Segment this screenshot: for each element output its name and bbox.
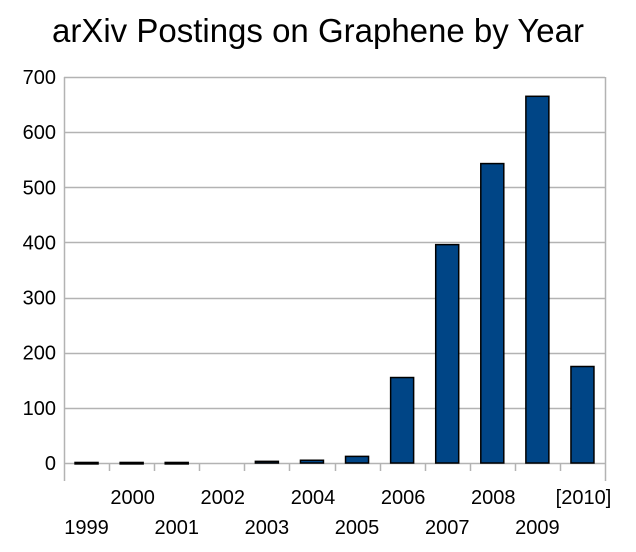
- y-axis-tick-labels: 0 100 200 300 400 500 600 700: [23, 67, 56, 475]
- bar-2006: [389, 376, 415, 464]
- y-tick-label-300: 300: [23, 288, 56, 310]
- bar-2000: [119, 461, 144, 465]
- y-tick-label-500: 500: [23, 177, 56, 199]
- bar-[2010]: [570, 365, 595, 464]
- y-tick-label-200: 200: [23, 343, 56, 365]
- x-tick-label-2008: 2008: [471, 487, 516, 509]
- bar-2007: [434, 243, 460, 464]
- y-tick-label-100: 100: [23, 398, 56, 420]
- bars: [74, 95, 595, 465]
- x-tick-label-2007: 2007: [425, 517, 470, 539]
- bar-1999: [74, 461, 99, 465]
- bar-2008: [480, 162, 505, 464]
- bar-2003: [254, 460, 280, 464]
- x-tick-label-2002: 2002: [201, 487, 246, 509]
- chart-title: arXiv Postings on Graphene by Year: [52, 12, 584, 49]
- gridlines: [64, 76, 605, 465]
- bar-2009: [525, 95, 550, 464]
- x-tick-label-2004: 2004: [291, 487, 336, 509]
- y-tick-label-0: 0: [45, 453, 56, 475]
- x-tick-label-[2010]: [2010]: [556, 487, 612, 509]
- bar-2004: [299, 459, 325, 464]
- x-tick-label-2000: 2000: [110, 487, 155, 509]
- x-tick-label-2001: 2001: [154, 517, 199, 539]
- bar-2001: [164, 461, 189, 465]
- x-tick-label-2005: 2005: [335, 517, 380, 539]
- y-tick-label-700: 700: [23, 67, 56, 89]
- x-tick-label-2003: 2003: [245, 517, 290, 539]
- y-tick-label-400: 400: [23, 232, 56, 254]
- x-tick-label-1999: 1999: [64, 517, 109, 539]
- x-tick-label-2009: 2009: [515, 517, 560, 539]
- y-tick-label-600: 600: [23, 122, 56, 144]
- axes: [63, 77, 607, 481]
- bar-2005: [344, 455, 370, 464]
- x-tick-label-2006: 2006: [381, 487, 426, 509]
